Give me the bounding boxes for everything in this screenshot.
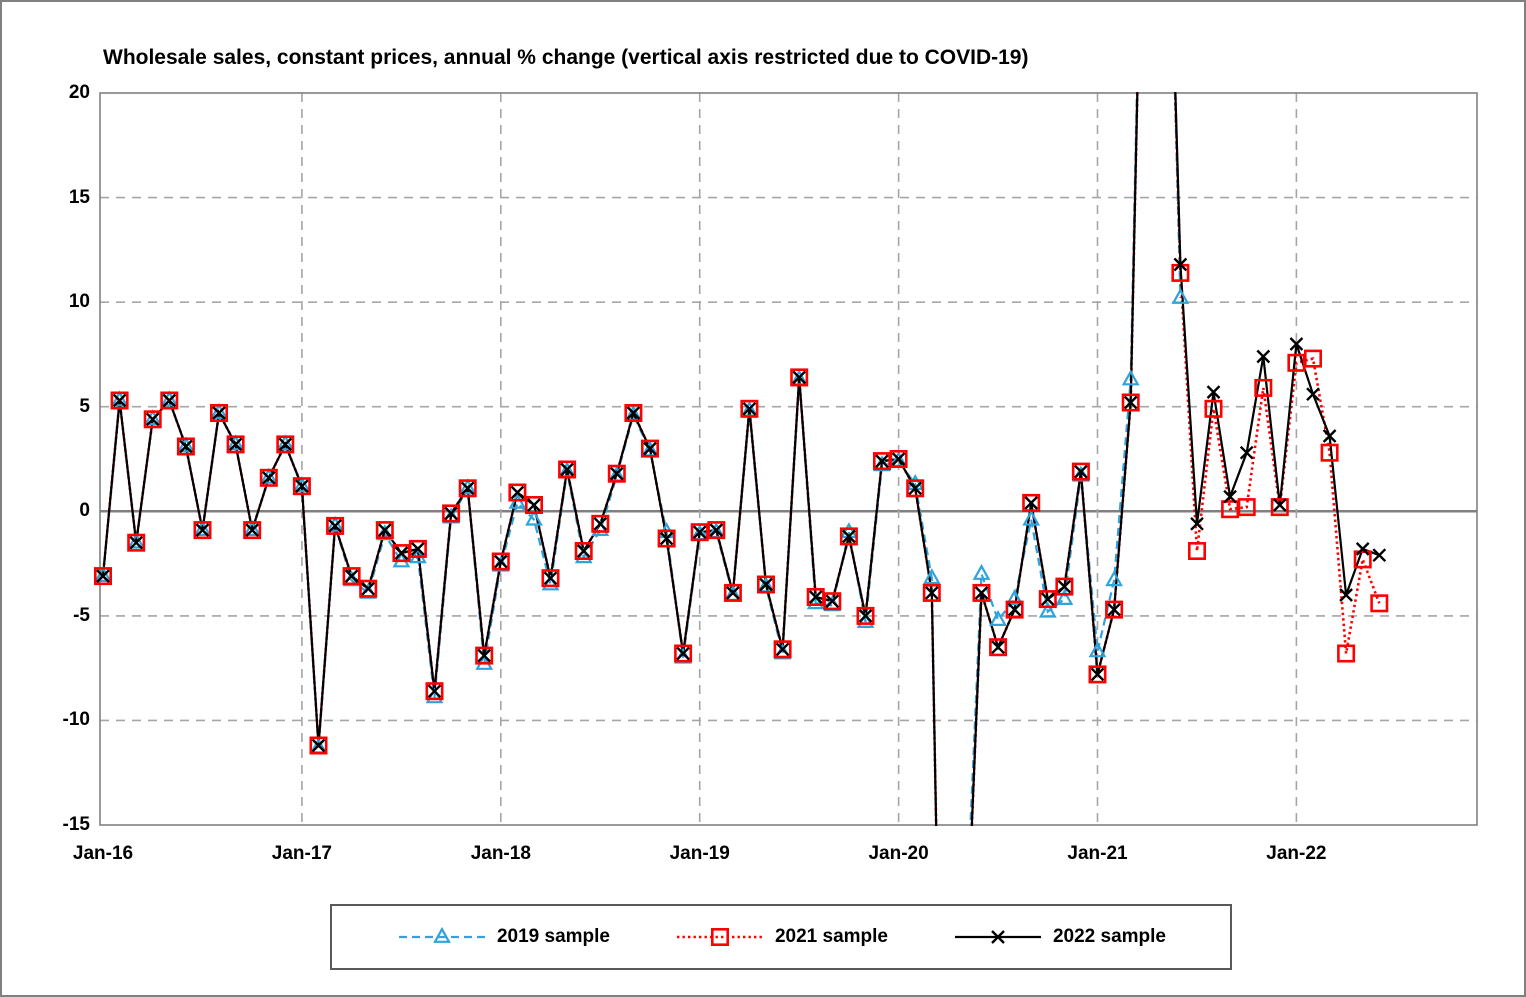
- x-axis-tick-label: Jan-20: [868, 843, 929, 864]
- legend-label: 2022 sample: [1052, 926, 1166, 947]
- legend: 2019 sample 2021 sample 2022 sample: [330, 904, 1232, 970]
- legend-x-marker-icon: [954, 930, 1041, 944]
- legend-entry-2021-sample: 2021 sample: [674, 924, 888, 950]
- legend-entry-2019-sample: 2019 sample: [396, 924, 610, 950]
- legend-entry-2022-sample: 2022 sample: [952, 924, 1166, 950]
- x-axis-tick-label: Jan-17: [271, 843, 332, 864]
- x-axis-tick-label: Jan-21: [1067, 843, 1128, 864]
- y-axis-tick-label: 15: [68, 186, 90, 208]
- x-axis-tick-label: Jan-19: [669, 843, 730, 864]
- y-axis-tick-label: 0: [79, 500, 90, 522]
- legend-label: 2021 sample: [774, 926, 888, 947]
- y-axis-tick-label: -10: [62, 709, 90, 731]
- legend-triangle-marker-icon: [398, 926, 485, 943]
- y-axis-tick-label: 10: [68, 291, 90, 313]
- x-axis-tick-label: Jan-16: [72, 843, 134, 864]
- y-axis-tick-label: -15: [62, 814, 90, 835]
- chart-title: Wholesale sales, constant prices, annual…: [103, 46, 1029, 69]
- legend-label: 2019 sample: [496, 926, 610, 947]
- y-axis-tick-label: 5: [79, 395, 90, 417]
- y-axis-tick-label: -5: [73, 604, 90, 626]
- legend-square-marker-icon: [676, 928, 763, 946]
- x-axis-tick-label: Jan-18: [470, 843, 531, 864]
- y-axis-tick-label: 20: [68, 82, 90, 103]
- x-axis-tick-label: Jan-22: [1266, 843, 1327, 864]
